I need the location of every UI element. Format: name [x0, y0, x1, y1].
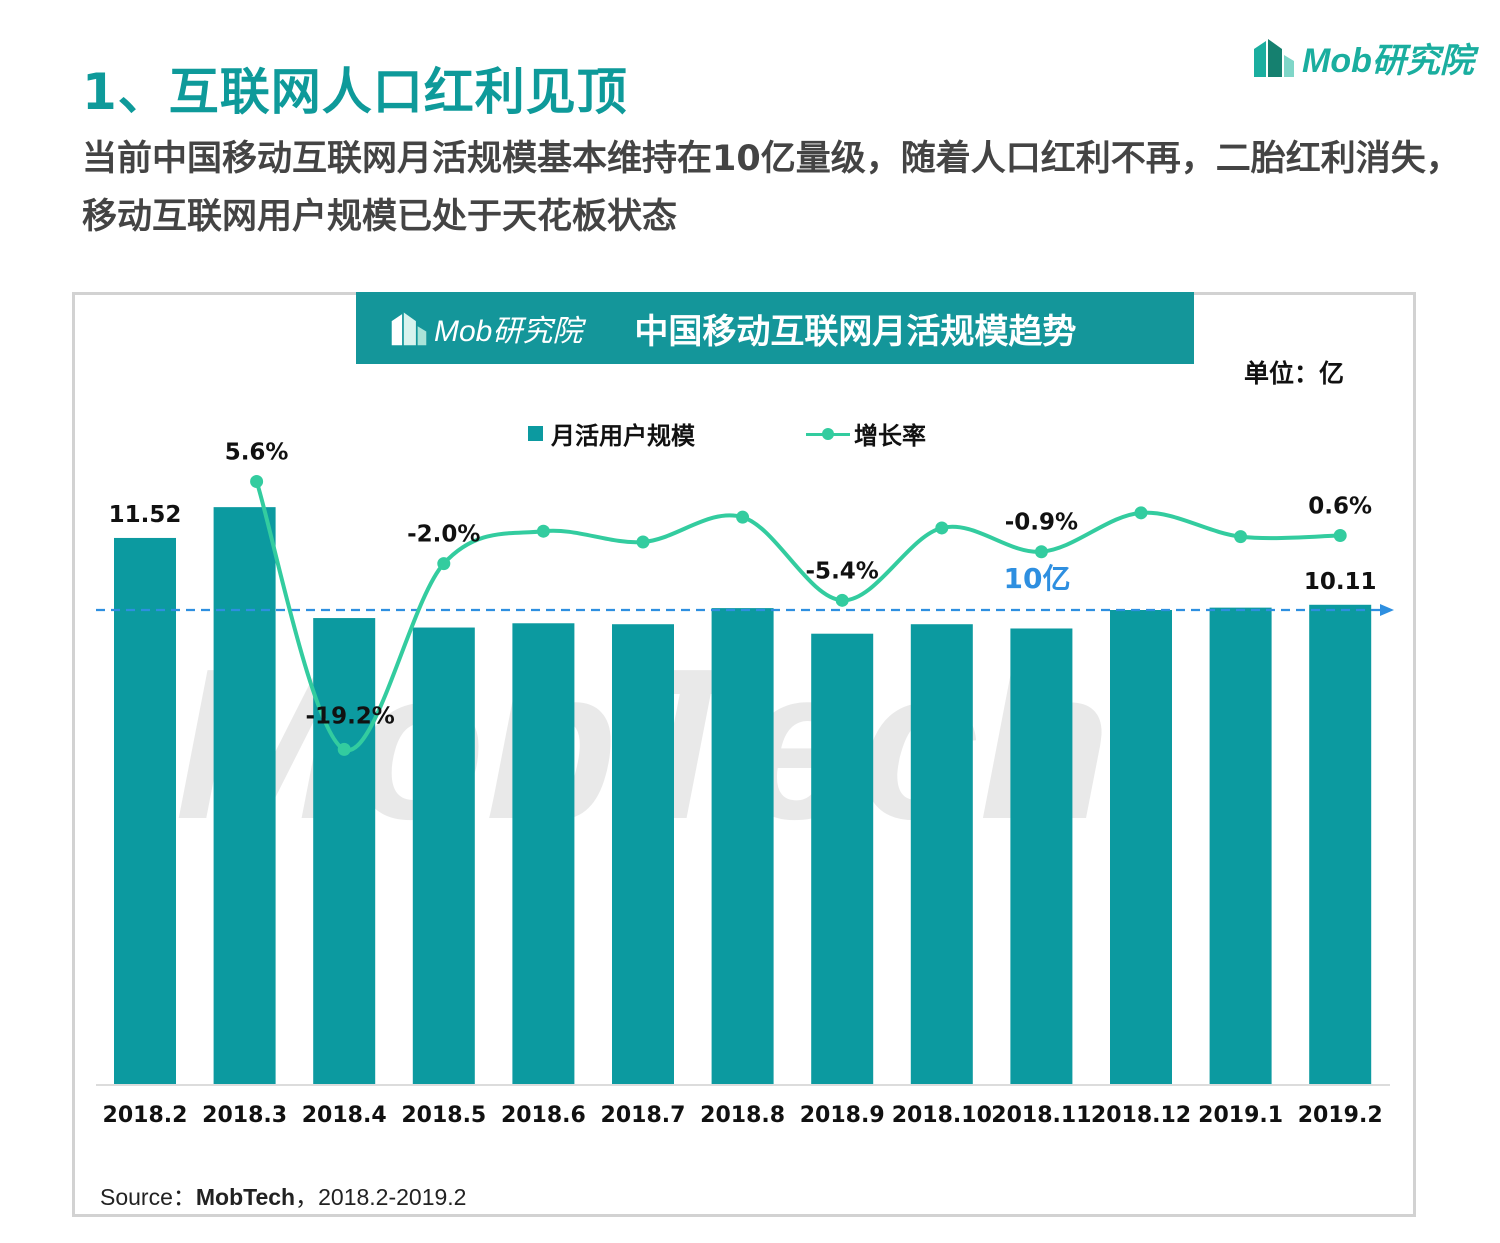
- growth-rate-label: -19.2%: [306, 703, 395, 729]
- legend-bar-label: 月活用户规模: [551, 422, 695, 450]
- bar-2018.8: [711, 608, 774, 1084]
- source-range: ，2018.2-2019.2: [295, 1184, 467, 1210]
- growth-rate-point: [1333, 529, 1347, 543]
- bar-value-label: 10.11: [1304, 569, 1377, 595]
- x-tick-label: 2018.5: [401, 1103, 486, 1128]
- x-tick-label: 2018.11: [991, 1103, 1091, 1128]
- page-subtitle: 当前中国移动互联网月活规模基本维持在10亿量级，随着人口红利不再，二胎红利消失，…: [82, 139, 1461, 237]
- x-tick-label: 2019.2: [1298, 1103, 1383, 1128]
- bar-2018.7: [612, 624, 674, 1084]
- bar-2019.1: [1209, 607, 1272, 1084]
- bar-2018.10: [910, 624, 973, 1084]
- chart-banner: Mob研究院 中国移动互联网月活规模趋势: [356, 292, 1194, 364]
- growth-rate-point: [1034, 545, 1048, 559]
- growth-rate-point: [935, 521, 949, 535]
- growth-rate-label: -0.9%: [1005, 510, 1078, 536]
- bar-2018.3: [213, 507, 276, 1085]
- building-logo-icon: [391, 312, 427, 346]
- unit-label: 单位：亿: [1244, 359, 1345, 388]
- reference-line-label: 10亿: [1004, 562, 1071, 595]
- source-prefix: Source：: [100, 1184, 196, 1210]
- bar-2018.11: [1010, 628, 1073, 1084]
- legend-line-swatch: [806, 424, 850, 444]
- bar-2018.2: [114, 537, 176, 1084]
- growth-rate-point: [337, 742, 351, 756]
- legend-bar-swatch: [528, 426, 543, 441]
- growth-rate-point: [835, 593, 849, 607]
- building-logo-icon: [1254, 39, 1294, 77]
- bar-2019.2: [1309, 604, 1372, 1084]
- x-tick-label: 2018.2: [103, 1103, 188, 1128]
- bar-2018.4: [313, 618, 376, 1084]
- x-tick-label: 2018.9: [800, 1103, 885, 1128]
- growth-rate-point: [1234, 530, 1248, 544]
- growth-rate-label: 0.6%: [1308, 494, 1372, 520]
- bar-value-label: 11.52: [109, 502, 182, 528]
- logo-text: Mob研究院: [1302, 41, 1474, 80]
- x-tick-label: 2018.8: [700, 1103, 785, 1128]
- chart-title: 中国移动互联网月活规模趋势: [634, 311, 1077, 352]
- growth-rate-point: [736, 510, 750, 524]
- bar-2018.12: [1110, 610, 1172, 1084]
- growth-rate-point: [536, 524, 550, 538]
- growth-rate-point: [250, 475, 264, 489]
- banner-logo: Mob研究院: [390, 306, 582, 350]
- banner-logo-text: Mob研究院: [434, 315, 583, 348]
- growth-rate-point: [636, 535, 650, 549]
- legend-bar: 月活用户规模: [528, 416, 695, 451]
- growth-rate-point: [437, 557, 451, 571]
- source-name: MobTech: [195, 1184, 296, 1210]
- x-tick-label: 2018.7: [601, 1103, 686, 1128]
- growth-rate-label: -2.0%: [407, 522, 480, 548]
- bar-2018.9: [811, 633, 874, 1084]
- x-tick-label: 2019.1: [1198, 1103, 1283, 1128]
- growth-rate-label: -5.4%: [806, 558, 879, 584]
- x-tick-label: 2018.4: [302, 1103, 387, 1128]
- source-note: Source：MobTech，2018.2-2019.2: [100, 1178, 466, 1212]
- legend-line-label: 增长率: [854, 422, 926, 450]
- bar-2018.5: [412, 627, 475, 1084]
- reference-arrow-icon: [1380, 604, 1394, 616]
- x-tick-label: 2018.3: [202, 1103, 287, 1128]
- growth-rate-point: [1134, 506, 1148, 520]
- mob-logo: Mob研究院: [1252, 32, 1482, 82]
- x-tick-label: 2018.10: [892, 1103, 992, 1128]
- page-title: 1、互联网人口红利见顶: [82, 63, 628, 121]
- x-tick-label: 2018.6: [501, 1103, 586, 1128]
- legend-line: 增长率: [806, 416, 926, 451]
- growth-rate-label: 5.6%: [225, 440, 289, 466]
- bar-2018.6: [512, 623, 575, 1084]
- x-tick-label: 2018.12: [1091, 1103, 1191, 1128]
